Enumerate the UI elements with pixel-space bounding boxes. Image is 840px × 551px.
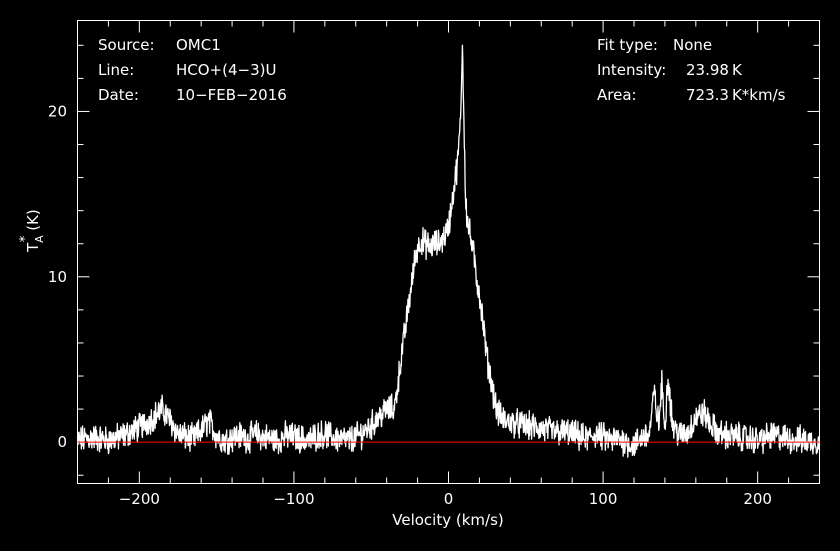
fit-type-label: Fit type: [597, 36, 658, 54]
line-value: HCO+(4−3)U [176, 61, 276, 79]
ticks-layer [77, 20, 820, 484]
x-tick-label: 0 [444, 490, 454, 508]
x-tick-label: 200 [743, 490, 772, 508]
y-axis-label-sup: * [18, 235, 33, 242]
line-label: Line: [98, 61, 134, 79]
source-value: OMC1 [176, 36, 221, 54]
tick-labels-layer: −200 −100 0 100 200 0 10 20 [48, 102, 772, 508]
source-label: Source: [98, 36, 155, 54]
date-value: 10−FEB−2016 [176, 86, 287, 104]
y-axis-label-sub: A [33, 235, 46, 243]
y-tick-label: 0 [57, 433, 67, 451]
x-axis-label: Velocity (km/s) [392, 511, 503, 529]
area-value: 723.3 K*km/s [686, 86, 786, 104]
area-label: Area: [597, 86, 637, 104]
x-tick-label: −200 [119, 490, 160, 508]
y-axis-label-unit: (K) [24, 209, 42, 231]
y-axis-label: TA* (K) [18, 209, 46, 253]
intensity-label: Intensity: [597, 61, 666, 79]
intensity-value: 23.98 K [686, 61, 743, 79]
x-tick-label: −100 [273, 490, 314, 508]
x-tick-label: 100 [589, 490, 618, 508]
fit-type-value: None [673, 36, 712, 54]
y-tick-label: 20 [48, 102, 67, 120]
y-tick-label: 10 [48, 268, 67, 286]
date-label: Date: [98, 86, 139, 104]
svg-text:TA*(K): TA* (K) [18, 209, 46, 253]
y-axis-label-main: T [24, 242, 42, 253]
spectrum-line [76, 44, 821, 458]
